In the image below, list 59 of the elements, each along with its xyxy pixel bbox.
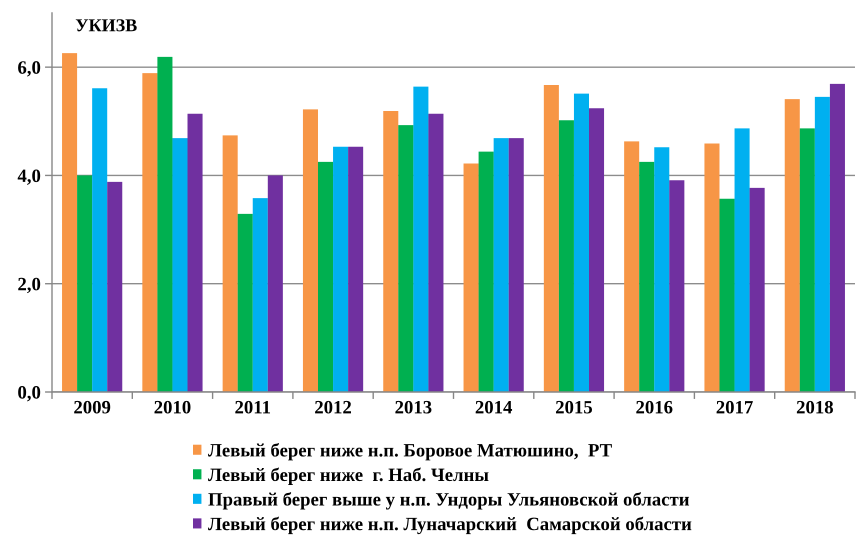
bar xyxy=(734,128,750,392)
x-tick-label: 2012 xyxy=(315,400,351,414)
bar xyxy=(302,109,318,392)
y-tick-label: 4,0 xyxy=(18,169,40,185)
bar xyxy=(188,114,203,392)
bar xyxy=(157,56,172,392)
x-tick-label: 2017 xyxy=(716,400,753,414)
x-tick-label: 2011 xyxy=(235,400,270,414)
bar xyxy=(704,143,720,392)
legend-label: Левый берег ниже г. Наб. Челны xyxy=(208,468,489,485)
y-tick-label: 6,0 xyxy=(18,61,40,77)
bar xyxy=(348,146,364,392)
bar xyxy=(172,138,188,392)
bar xyxy=(719,198,735,392)
bar xyxy=(383,111,398,392)
bar xyxy=(318,162,334,392)
bar xyxy=(107,182,122,392)
bar xyxy=(654,147,670,392)
bar xyxy=(398,125,414,392)
x-tick-label: 2016 xyxy=(636,400,672,414)
x-tick-label: 2014 xyxy=(476,400,512,414)
bar xyxy=(784,99,800,392)
bar xyxy=(589,108,604,392)
bar xyxy=(830,84,845,392)
bar xyxy=(252,198,268,392)
bar xyxy=(238,214,253,392)
legend-label: Правый берег выше у н.п. Ундоры Ульяновской области xyxy=(208,492,690,510)
legend-label: Левый берег ниже н.п. Боровое Матюшино, РТ xyxy=(208,443,612,460)
bar xyxy=(750,188,765,392)
bar xyxy=(494,138,509,392)
bar xyxy=(639,162,654,392)
y-tick-label: 2,0 xyxy=(18,278,40,294)
x-tick-label: 2018 xyxy=(796,400,833,414)
y-axis-title: УКИЗВ xyxy=(76,19,137,32)
y-tick-label: 0,0 xyxy=(18,386,40,402)
bar xyxy=(92,88,108,392)
bar xyxy=(77,175,92,392)
bar xyxy=(333,146,348,392)
x-tick-label: 2009 xyxy=(74,400,110,414)
bar xyxy=(478,152,494,392)
bar xyxy=(800,128,815,392)
bar xyxy=(62,53,78,392)
legend-label: Левый берег ниже н.п. Луначарский Самарской области xyxy=(208,516,692,534)
bar xyxy=(413,86,428,392)
bar xyxy=(814,96,830,392)
bar xyxy=(508,138,524,392)
bar xyxy=(558,120,574,392)
bar xyxy=(428,114,444,392)
bar xyxy=(544,85,559,392)
bar xyxy=(222,135,238,392)
bar xyxy=(574,94,590,392)
bar xyxy=(669,180,684,392)
x-tick-label: 2015 xyxy=(556,400,592,414)
bar xyxy=(624,141,640,392)
bar xyxy=(142,73,158,392)
bar xyxy=(464,164,479,392)
x-tick-label: 2013 xyxy=(395,400,432,414)
x-tick-label: 2010 xyxy=(154,400,190,414)
bar xyxy=(268,175,283,392)
